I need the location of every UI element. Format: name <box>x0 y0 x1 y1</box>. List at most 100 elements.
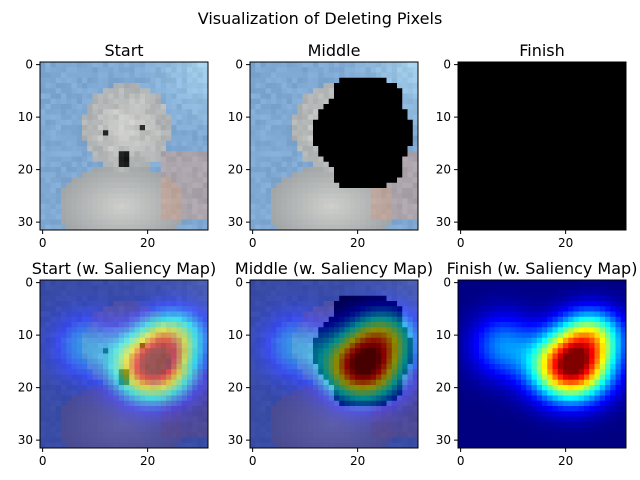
pixel <box>171 390 177 396</box>
pixel <box>323 109 330 115</box>
pixel <box>166 311 172 318</box>
pixel <box>150 209 156 215</box>
pixel <box>620 77 627 84</box>
pixel <box>402 182 408 189</box>
pixel <box>265 295 272 302</box>
pixel <box>166 295 172 302</box>
pixel <box>192 374 198 381</box>
pixel <box>531 156 538 163</box>
pixel <box>620 188 627 194</box>
pixel <box>55 203 62 210</box>
pixel <box>50 198 57 205</box>
pixel <box>360 109 366 115</box>
pixel <box>458 93 464 100</box>
pixel <box>71 67 78 73</box>
pixel <box>61 348 67 354</box>
pixel <box>370 337 377 344</box>
pixel <box>187 385 193 391</box>
pixel <box>370 98 377 105</box>
pixel <box>536 177 543 184</box>
pixel <box>202 151 209 157</box>
pixel <box>50 125 57 131</box>
pixel <box>192 203 198 210</box>
pixel <box>66 369 72 375</box>
pixel <box>355 83 361 89</box>
pixel <box>610 67 616 73</box>
pixel <box>557 109 564 115</box>
pixel <box>584 156 590 163</box>
pixel <box>40 400 46 407</box>
pixel <box>82 114 88 121</box>
pixel <box>594 67 601 73</box>
pixel <box>386 83 393 89</box>
pixel <box>620 146 627 152</box>
pixel <box>536 67 543 73</box>
pixel <box>176 109 183 115</box>
pixel <box>166 432 172 438</box>
pixel <box>552 177 559 184</box>
pixel <box>286 182 293 189</box>
pixel <box>510 219 517 226</box>
pixel <box>365 156 372 163</box>
pixel <box>87 353 93 360</box>
pixel <box>547 146 553 152</box>
pixel <box>55 385 62 391</box>
pixel <box>402 130 408 136</box>
pixel <box>610 156 616 163</box>
pixel <box>139 104 146 110</box>
pixel <box>521 62 527 68</box>
pixel <box>192 151 198 157</box>
pixel <box>463 93 469 100</box>
pixel <box>181 193 188 199</box>
pixel <box>589 72 595 79</box>
pixel <box>40 93 46 100</box>
pixel <box>302 177 309 184</box>
pixel <box>103 219 109 226</box>
pixel <box>160 316 167 323</box>
pixel <box>192 135 198 142</box>
pixel <box>402 311 408 318</box>
pixel <box>187 209 193 215</box>
pixel <box>45 343 51 349</box>
pixel <box>202 327 209 333</box>
pixel <box>66 311 72 318</box>
pixel <box>92 411 99 417</box>
pixel <box>55 290 62 297</box>
pixel <box>397 327 403 333</box>
pixel <box>391 411 398 417</box>
pixel <box>286 311 293 318</box>
pixel <box>108 72 114 79</box>
pixel <box>166 98 172 105</box>
pixel <box>260 316 267 323</box>
pixel <box>594 93 601 100</box>
pixel <box>145 395 151 402</box>
pixel <box>150 285 156 291</box>
pixel <box>187 374 193 381</box>
pixel <box>134 167 141 173</box>
pixel <box>521 198 527 205</box>
pixel <box>386 98 393 105</box>
pixel <box>391 224 398 231</box>
pixel <box>307 67 314 73</box>
pixel <box>552 67 559 73</box>
pixel <box>468 193 475 199</box>
pixel <box>344 306 351 312</box>
pixel <box>360 295 366 302</box>
pixel <box>87 432 93 438</box>
pixel <box>370 348 377 354</box>
pixel <box>250 280 256 286</box>
pixel <box>552 214 559 220</box>
pixel <box>323 214 330 220</box>
pixel <box>145 332 151 339</box>
pixel <box>108 167 114 173</box>
pixel <box>412 125 419 131</box>
pixel <box>92 146 99 152</box>
pixel <box>391 93 398 100</box>
pixel <box>297 156 303 163</box>
pixel <box>349 114 356 121</box>
pixel <box>87 119 93 126</box>
pixel <box>160 311 167 318</box>
pixel <box>202 188 209 194</box>
pixel <box>334 327 340 333</box>
pixel <box>370 316 377 323</box>
